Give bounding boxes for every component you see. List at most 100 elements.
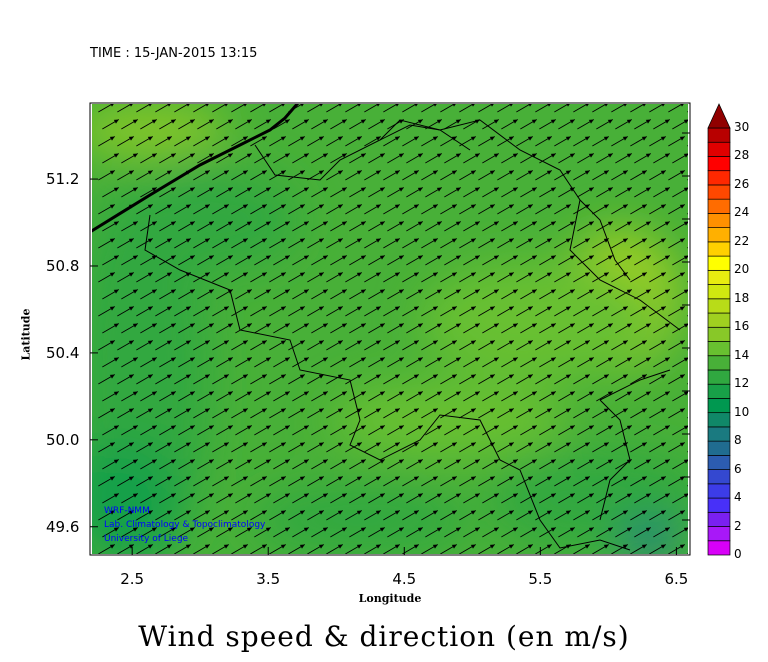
wind-arrow xyxy=(383,306,401,317)
wind-arrow xyxy=(406,391,424,402)
wind-arrow xyxy=(98,306,116,317)
wind-arrow xyxy=(668,238,686,249)
colorbar-segment xyxy=(707,141,731,157)
colorbar-label: 30 xyxy=(734,120,750,134)
wind-arrow xyxy=(634,187,652,198)
wind-arrow xyxy=(254,425,272,436)
wind-arrow xyxy=(497,104,513,113)
wind-arrow xyxy=(117,374,135,385)
wind-arrow xyxy=(611,272,629,283)
wind-arrow xyxy=(155,408,173,419)
wind-arrow xyxy=(102,119,120,130)
wind-arrow xyxy=(307,170,325,181)
wind-arrow xyxy=(345,104,361,113)
wind-arrow xyxy=(288,238,306,249)
wind-arrow xyxy=(501,391,519,402)
wind-arrow xyxy=(383,408,401,419)
wind-arrow xyxy=(596,425,614,436)
wind-arrow xyxy=(273,493,291,504)
wind-arrow xyxy=(554,374,572,385)
wind-arrow xyxy=(159,323,177,334)
wind-arrow xyxy=(231,374,249,385)
wind-arrow xyxy=(345,170,363,181)
wind-arrow xyxy=(459,204,477,215)
wind-arrow xyxy=(311,493,329,504)
wind-arrow xyxy=(364,510,382,521)
wind-arrow xyxy=(178,357,196,368)
wind-arrow xyxy=(121,425,139,436)
wind-arrow xyxy=(668,442,686,453)
wind-arrow xyxy=(592,238,610,249)
wind-arrow xyxy=(197,255,215,266)
wind-arrow xyxy=(516,238,534,249)
wind-arrow xyxy=(672,459,688,470)
wind-arrow xyxy=(212,476,230,487)
wind-arrow xyxy=(558,153,576,164)
wind-arrow xyxy=(577,527,595,538)
y-tick-label: 50.0 xyxy=(46,430,80,449)
wind-arrow xyxy=(174,306,192,317)
wind-arrow xyxy=(421,170,439,181)
colorbar-label: 0 xyxy=(734,547,742,561)
wind-arrow xyxy=(326,442,344,453)
wind-arrow xyxy=(516,170,534,181)
wind-arrow xyxy=(254,527,272,538)
colorbar-segment xyxy=(707,369,731,385)
wind-arrow xyxy=(421,104,437,113)
wind-arrow xyxy=(193,408,211,419)
wind-arrow xyxy=(440,272,458,283)
wind-arrow xyxy=(630,544,648,554)
wind-arrow xyxy=(516,476,534,487)
wind-arrow xyxy=(311,289,329,300)
wind-arrow xyxy=(136,136,154,147)
wind-arrow xyxy=(440,544,458,554)
wind-arrow xyxy=(159,527,177,538)
wind-arrow xyxy=(254,289,272,300)
colorbar-segment xyxy=(707,355,731,371)
wind-arrow xyxy=(615,493,633,504)
colorbar xyxy=(707,103,731,556)
wind-arrow xyxy=(611,476,629,487)
wind-arrow xyxy=(634,119,652,130)
wind-arrow xyxy=(345,204,363,215)
wind-arrow xyxy=(425,221,443,232)
wind-arrow xyxy=(649,476,667,487)
wind-arrow xyxy=(634,255,652,266)
wind-arrow xyxy=(573,408,591,419)
wind-arrow xyxy=(250,136,268,147)
wind-arrow xyxy=(592,408,610,419)
wind-arrow xyxy=(193,204,211,215)
wind-arrow xyxy=(444,221,462,232)
wind-arrow xyxy=(421,238,439,249)
wind-arrow xyxy=(596,255,614,266)
wind-arrow xyxy=(497,238,515,249)
wind-arrow xyxy=(364,476,382,487)
wind-arrow xyxy=(250,544,268,554)
wind-arrow xyxy=(368,289,386,300)
wind-arrow xyxy=(98,442,116,453)
wind-arrow xyxy=(254,221,272,232)
wind-arrow xyxy=(178,323,196,334)
wind-arrow xyxy=(478,136,496,147)
wind-arrow xyxy=(235,289,253,300)
wind-arrow xyxy=(596,391,614,402)
wind-arrow xyxy=(326,204,344,215)
wind-arrow xyxy=(254,119,272,130)
wind-arrow xyxy=(368,221,386,232)
wind-arrow xyxy=(554,476,572,487)
wind-arrow xyxy=(368,493,386,504)
wind-arrow xyxy=(307,272,325,283)
wind-arrow xyxy=(102,391,120,402)
wind-arrow xyxy=(402,442,420,453)
wind-arrow xyxy=(539,357,557,368)
colorbar-label: 28 xyxy=(734,148,750,163)
colorbar-segment xyxy=(707,426,731,442)
wind-arrow xyxy=(573,204,591,215)
wind-arrow xyxy=(596,459,614,470)
wind-arrow xyxy=(520,527,538,538)
wind-arrow xyxy=(159,425,177,436)
wind-arrow xyxy=(482,187,500,198)
colorbar-segment xyxy=(707,540,731,556)
wind-arrow xyxy=(254,493,272,504)
wind-arrow xyxy=(193,544,211,554)
